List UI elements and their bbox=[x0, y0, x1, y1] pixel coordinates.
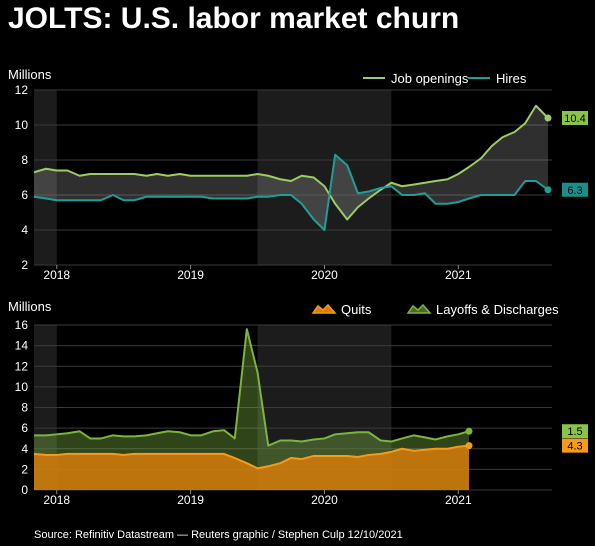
x-tick-label-2020: 2020 bbox=[311, 493, 338, 507]
chart-quits-layoffs: 0 2 4 6 8 10 12 14 16 2018 2019 2020 2021 Millions 1.5… bbox=[8, 299, 588, 507]
series-end-marker-0 bbox=[465, 427, 473, 435]
x-tick-label-2019: 2019 bbox=[177, 493, 204, 507]
y-tick-label-2: 2 bbox=[21, 462, 28, 476]
y-tick-label-10: 10 bbox=[15, 380, 29, 394]
y-tick-label-6: 6 bbox=[21, 188, 28, 202]
series-end-marker-1 bbox=[544, 186, 552, 194]
y-axis-title: Millions bbox=[8, 67, 52, 82]
end-label-1: 4.3 bbox=[567, 441, 582, 453]
y-tick-label-2: 2 bbox=[21, 258, 28, 272]
end-label-0: 10.4 bbox=[564, 113, 585, 125]
y-tick-label-12: 12 bbox=[15, 83, 29, 97]
shaded-band-1 bbox=[257, 90, 392, 265]
series-end-marker-1 bbox=[465, 442, 473, 450]
y-tick-label-4: 4 bbox=[21, 223, 28, 237]
y-tick-label-8: 8 bbox=[21, 153, 28, 167]
x-tick-label-2018: 2018 bbox=[43, 268, 70, 282]
legend-swatch-1 bbox=[406, 303, 432, 314]
x-tick-label-2021: 2021 bbox=[445, 493, 472, 507]
x-tick-label-2020: 2020 bbox=[311, 268, 338, 282]
end-label-box-1 bbox=[562, 182, 588, 197]
y-tick-label-6: 6 bbox=[21, 421, 28, 435]
source-note: Source: Refinitiv Datastream — Reuters g… bbox=[34, 529, 403, 541]
x-tick-label-2019: 2019 bbox=[177, 268, 204, 282]
y-tick-label-10: 10 bbox=[15, 118, 29, 132]
legend-label-1: Hires bbox=[496, 71, 527, 86]
series-line-0 bbox=[33, 104, 549, 221]
y-tick-label-12: 12 bbox=[15, 359, 29, 373]
legend-swatch-0 bbox=[311, 303, 337, 314]
series-line-0 bbox=[34, 328, 470, 447]
y-tick-label-8: 8 bbox=[21, 401, 28, 415]
end-label-0: 1.5 bbox=[567, 426, 582, 438]
y-tick-label-0: 0 bbox=[21, 483, 28, 497]
y-tick-label-14: 14 bbox=[15, 339, 29, 353]
end-label-box-0 bbox=[562, 111, 588, 125]
y-tick-label-16: 16 bbox=[15, 318, 29, 332]
legend-label-0: Quits bbox=[341, 302, 372, 317]
shaded-band-0 bbox=[34, 90, 57, 265]
chart-title: JOLTS: U.S. labor market churn bbox=[8, 2, 460, 35]
series-end-marker-0 bbox=[544, 114, 552, 122]
end-label-box-1 bbox=[562, 438, 588, 453]
x-tick-label-2018: 2018 bbox=[43, 493, 70, 507]
chart-job-openings-hires: 2 4 6 8 10 12 2018 2019 2020 2021 Millions 10.4 6.3 J… bbox=[8, 67, 588, 282]
y-tick-label-4: 4 bbox=[21, 442, 28, 456]
x-tick-label-2021: 2021 bbox=[445, 268, 472, 282]
series-line-1 bbox=[33, 444, 470, 470]
legend-label-1: Layoffs & Discharges bbox=[436, 302, 559, 317]
end-label-box-0 bbox=[562, 424, 588, 439]
legend-label-0: Job openings bbox=[391, 71, 469, 86]
y-axis-title: Millions bbox=[8, 299, 52, 314]
series-line-1 bbox=[33, 153, 549, 231]
end-label-1: 6.3 bbox=[567, 185, 582, 197]
series-area-0 bbox=[34, 329, 470, 490]
